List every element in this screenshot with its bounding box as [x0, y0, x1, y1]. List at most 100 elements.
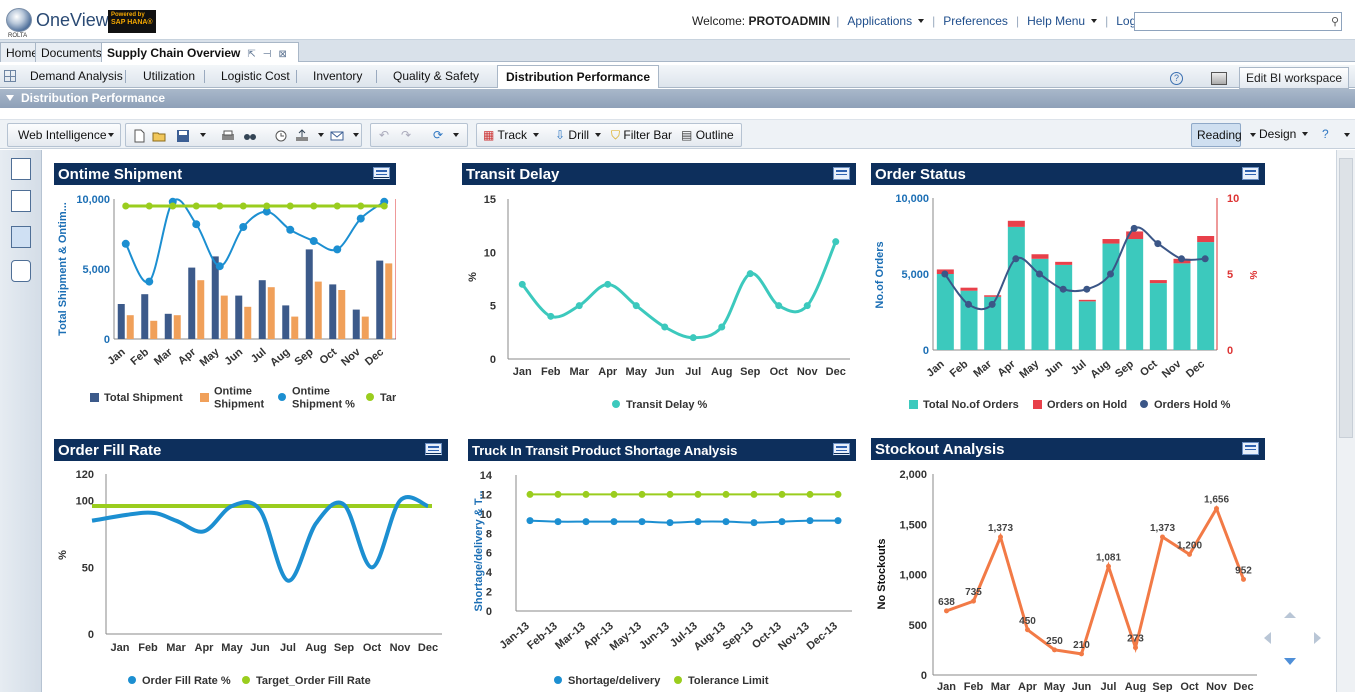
logo-rolta: ROLTA — [8, 33, 28, 39]
point-target — [357, 202, 365, 210]
x-tick-label: Jun-13 — [637, 620, 672, 652]
export-icon[interactable] — [295, 129, 309, 143]
help-icon[interactable]: ? — [1169, 71, 1183, 85]
x-tick-label: Jan — [105, 346, 127, 368]
chevron-down-icon[interactable] — [1344, 133, 1350, 137]
close-icon[interactable]: ⊠ — [278, 49, 287, 60]
legend-label: Shortage/delivery — [568, 675, 661, 687]
pan-navigation-control[interactable] — [1262, 608, 1322, 668]
data-label: 450 — [1019, 616, 1036, 627]
edit-bi-workspace-button[interactable]: Edit BI workspace — [1238, 67, 1349, 89]
legend-label: Total Shipment — [104, 392, 183, 404]
tab-supply-chain-overview[interactable]: Supply Chain Overview ⇱ ⊣ ⊠ — [101, 42, 299, 62]
tab-logistic-cost[interactable]: Logistic Cost — [221, 69, 290, 83]
print-icon[interactable] — [221, 129, 235, 143]
chevron-down-icon[interactable] — [453, 133, 459, 137]
y-tick-label: 8 — [486, 528, 492, 540]
help-icon[interactable] — [11, 260, 31, 282]
refresh-icon[interactable]: ⟳ — [433, 128, 444, 142]
tab-distribution-performance[interactable]: Distribution Performance — [497, 65, 660, 88]
applications-menu[interactable]: Applications — [847, 14, 925, 28]
point-target — [380, 202, 388, 210]
new-document-icon[interactable] — [132, 129, 146, 143]
pan-left-icon[interactable] — [1264, 632, 1271, 644]
point-orders-hold-pct — [1154, 240, 1162, 248]
help-menu[interactable]: Help Menu — [1027, 14, 1098, 28]
analysis-tools-group: ▦ Track ⇩ Drill ⛉ Filter Bar ▤ Outline — [476, 123, 742, 147]
chart-options-icon[interactable] — [1242, 442, 1259, 455]
chart-options-icon[interactable] — [1242, 167, 1259, 180]
input-controls-icon[interactable] — [11, 226, 31, 248]
redo-icon[interactable]: ↷ — [401, 128, 412, 142]
legend-marker — [278, 393, 286, 401]
pin-icon[interactable]: ⇱ — [247, 49, 256, 60]
x-tick-label: Dec — [826, 366, 846, 378]
legend-label: Ontime — [292, 386, 330, 398]
point-tolerance-limit — [750, 490, 758, 498]
chevron-down-icon[interactable] — [353, 133, 359, 137]
chevron-down-icon[interactable] — [200, 133, 206, 137]
y-tick-label: 12 — [480, 489, 492, 501]
collapse-icon[interactable] — [6, 95, 14, 101]
tab-utilization[interactable]: Utilization — [143, 69, 196, 83]
search-input[interactable]: ⚲ — [1134, 12, 1342, 31]
history-icon[interactable] — [273, 129, 287, 143]
tab-inventory[interactable]: Inventory — [313, 69, 363, 83]
point-stockouts — [1187, 551, 1192, 557]
save-icon[interactable] — [176, 129, 190, 143]
pan-down-icon[interactable] — [1284, 658, 1296, 665]
drill-button[interactable]: ⇩ Drill — [555, 128, 602, 142]
email-icon[interactable] — [330, 129, 344, 143]
bar-orders-on-hold — [1007, 220, 1025, 227]
legend-label: Ontime — [214, 386, 252, 398]
y2-tick-label: 5 — [1227, 269, 1233, 281]
reading-mode-button[interactable]: Reading — [1191, 123, 1242, 147]
track-button[interactable]: ▦ Track — [483, 128, 540, 142]
section-header[interactable]: Distribution Performance — [0, 89, 1355, 108]
tab-documents[interactable]: Documents — [35, 42, 108, 62]
bar-total-orders — [1102, 243, 1120, 350]
chevron-down-icon[interactable] — [318, 133, 324, 137]
applications-label: Applications — [847, 14, 913, 28]
powered-by-sap-hana-badge: Powered by SAP HANA® — [108, 10, 156, 33]
pan-right-icon[interactable] — [1314, 632, 1321, 644]
chevron-down-icon[interactable] — [1250, 133, 1256, 137]
find-icon[interactable] — [243, 129, 257, 143]
open-folder-icon[interactable] — [152, 129, 166, 143]
scrollbar-thumb[interactable] — [1339, 158, 1353, 438]
tab-list-icon[interactable] — [4, 70, 16, 82]
design-mode-button[interactable]: Design — [1259, 127, 1309, 141]
x-tick-label: Nov — [1160, 358, 1184, 381]
data-label: 1,200 — [1177, 540, 1202, 551]
x-tick-label: Mar-13 — [553, 620, 588, 652]
point-shortage-delivery — [638, 518, 646, 526]
print-icon[interactable] — [1210, 71, 1227, 85]
point-ontime-shipment-pct — [286, 225, 295, 234]
web-intelligence-menu[interactable]: Web Intelligence — [7, 123, 121, 147]
y-axis-title: % — [467, 272, 479, 282]
outline-button[interactable]: ▤ Outline — [681, 128, 734, 142]
pan-up-icon[interactable] — [1284, 612, 1296, 618]
filter-bar-button[interactable]: ⛉ Filter Bar — [611, 128, 672, 143]
tab-quality-safety[interactable]: Quality & Safety — [393, 69, 480, 83]
data-label: 1,656 — [1204, 495, 1229, 506]
legend-label: Transit Delay % — [626, 399, 708, 411]
tab-home[interactable]: Home — [0, 42, 45, 62]
point-transit-delay — [718, 323, 726, 331]
dock-icon[interactable]: ⊣ — [262, 49, 272, 60]
tab-demand-analysis[interactable]: Demand Analysis — [30, 69, 123, 83]
vertical-scrollbar[interactable] — [1336, 150, 1355, 692]
search-icon[interactable]: ⚲ — [1330, 16, 1339, 28]
chart-options-icon[interactable] — [373, 167, 390, 180]
navigation-map-icon[interactable] — [11, 190, 31, 212]
undo-icon[interactable]: ↶ — [379, 128, 390, 142]
chart-options-icon[interactable] — [833, 167, 850, 180]
chart-options-icon[interactable] — [425, 443, 442, 456]
document-summary-icon[interactable] — [11, 158, 31, 180]
point-shortage-delivery — [554, 518, 562, 526]
preferences-link[interactable]: Preferences — [943, 14, 1008, 28]
chart-options-icon[interactable] — [833, 443, 850, 456]
toolbar-help-icon[interactable]: ? — [1322, 127, 1329, 141]
y-axis-title: No Stockouts — [876, 539, 888, 610]
filter-icon: ⛉ — [611, 128, 621, 142]
